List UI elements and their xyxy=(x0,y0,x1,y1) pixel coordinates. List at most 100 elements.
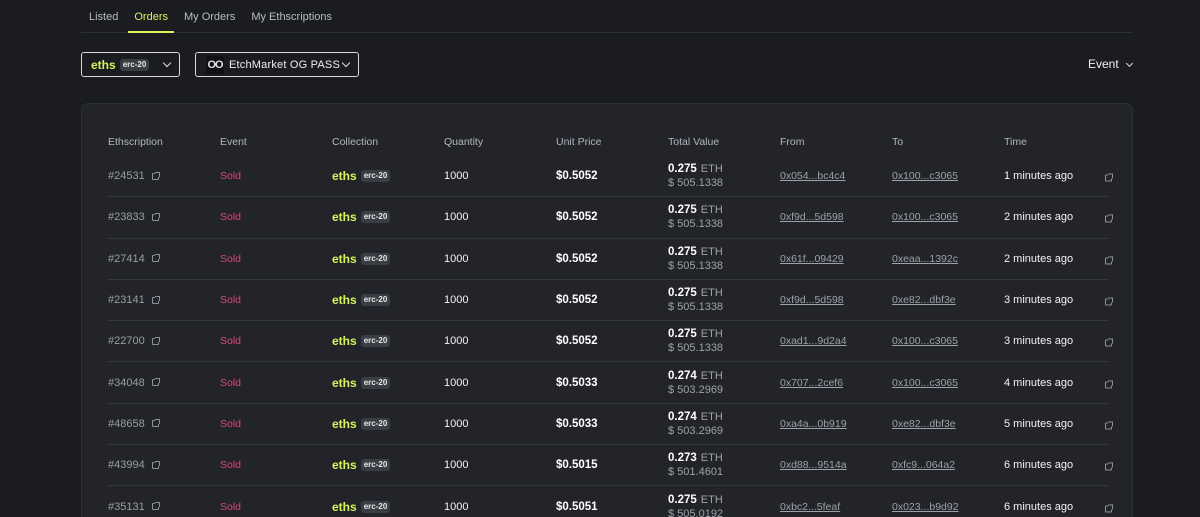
ethscription-id-link[interactable]: #27414 xyxy=(108,252,160,265)
to-address-link[interactable]: 0x100...c3065 xyxy=(892,335,958,348)
from-address-link[interactable]: 0xad1...9d2a4 xyxy=(780,335,847,348)
external-link-icon[interactable] xyxy=(1105,338,1113,347)
header-total-value: Total Value xyxy=(668,136,720,148)
unit-price: $0.5051 xyxy=(556,500,598,513)
table-row: #48658 Sold eths erc-20 1000 $0.5033 0.2… xyxy=(108,404,1113,446)
time-ago: 6 minutes ago xyxy=(1004,500,1074,513)
unit-price: $0.5052 xyxy=(556,170,598,183)
from-address-link[interactable]: 0xbc2...5feaf xyxy=(780,500,841,513)
ethscription-id-link[interactable]: #22700 xyxy=(108,335,160,348)
external-link-icon[interactable] xyxy=(1105,504,1113,513)
from-address-link[interactable]: 0x054...bc4c4 xyxy=(780,170,846,183)
ethscription-id: #23141 xyxy=(108,294,145,307)
collection-filter-name: EtchMarket OG PASS xyxy=(229,58,340,71)
collection-cell: eths erc-20 xyxy=(332,376,391,390)
to-address-link[interactable]: 0x100...c3065 xyxy=(892,170,958,183)
external-link-icon[interactable] xyxy=(151,336,160,345)
external-link-icon[interactable] xyxy=(151,460,160,469)
ethscription-id-link[interactable]: #35131 xyxy=(108,500,160,513)
external-link-icon[interactable] xyxy=(1105,214,1113,223)
ethscription-id: #35131 xyxy=(108,500,145,513)
header-ethscription: Ethscription xyxy=(108,136,163,148)
token-filter-dropdown[interactable]: eths erc-20 xyxy=(81,52,180,77)
total-value: 0.275 ETH $ 505.1338 xyxy=(668,203,723,231)
table-body: #24531 Sold eths erc-20 1000 $0.5052 0.2… xyxy=(108,156,1113,517)
total-value: 0.275 ETH $ 505.1338 xyxy=(668,245,723,273)
ethscription-id-link[interactable]: #43994 xyxy=(108,459,160,472)
from-address-link[interactable]: 0xf9d...5d598 xyxy=(780,211,844,224)
external-link-icon[interactable] xyxy=(151,419,160,428)
unit-price: $0.5015 xyxy=(556,459,598,472)
external-link-icon[interactable] xyxy=(1105,421,1113,430)
table-row: #43994 Sold eths erc-20 1000 $0.5015 0.2… xyxy=(108,445,1113,487)
ethscription-id-link[interactable]: #23141 xyxy=(108,294,160,307)
header-from: From xyxy=(780,136,805,148)
total-eth: 0.275 xyxy=(668,328,697,341)
external-link-icon[interactable] xyxy=(1105,256,1113,265)
to-address-link[interactable]: 0xe82...dbf3e xyxy=(892,294,956,307)
orders-table-panel: Ethscription Event Collection Quantity U… xyxy=(81,103,1133,517)
from-address-link[interactable]: 0xf9d...5d598 xyxy=(780,294,844,307)
total-unit: ETH xyxy=(700,204,723,217)
table-header: Ethscription Event Collection Quantity U… xyxy=(108,136,1108,150)
event-filter-dropdown[interactable]: Event xyxy=(1088,57,1133,71)
header-to: To xyxy=(892,136,904,148)
tab-bar: Listed Orders My Orders My Ethscriptions xyxy=(81,0,1132,33)
collection-name: eths xyxy=(332,458,357,473)
from-address-link[interactable]: 0xa4a...0b919 xyxy=(780,417,847,430)
header-event: Event xyxy=(220,136,247,148)
external-link-icon[interactable] xyxy=(1105,297,1113,306)
ethscription-id: #27414 xyxy=(108,252,145,265)
ethscription-id: #22700 xyxy=(108,335,145,348)
ethscription-id-link[interactable]: #48658 xyxy=(108,418,160,430)
ethscription-id-link[interactable]: #34048 xyxy=(108,377,160,389)
time-ago: 1 minutes ago xyxy=(1004,170,1074,183)
collection-name: eths xyxy=(332,210,357,225)
from-address-link[interactable]: 0xd88...9514a xyxy=(780,459,847,472)
collection-badge: erc-20 xyxy=(360,294,391,307)
tab-my-orders[interactable]: My Orders xyxy=(183,11,236,23)
table-row: #24531 Sold eths erc-20 1000 $0.5052 0.2… xyxy=(108,156,1113,198)
time-ago: 2 minutes ago xyxy=(1004,211,1074,224)
tab-orders[interactable]: Orders xyxy=(126,11,176,33)
total-eth: 0.275 xyxy=(668,287,697,300)
to-address-link[interactable]: 0xfc9...064a2 xyxy=(892,459,956,472)
quantity: 1000 xyxy=(444,500,469,513)
event-status: Sold xyxy=(220,376,242,389)
event-status: Sold xyxy=(220,335,242,348)
total-eth: 0.275 xyxy=(668,245,697,258)
token-filter-name: eths xyxy=(91,57,116,72)
total-eth: 0.274 xyxy=(668,410,697,423)
collection-badge: erc-20 xyxy=(360,500,391,513)
header-quantity: Quantity xyxy=(444,136,484,148)
external-link-icon[interactable] xyxy=(1105,462,1113,471)
tab-listed[interactable]: Listed xyxy=(89,11,119,23)
to-address-link[interactable]: 0x100...c3065 xyxy=(892,376,958,389)
external-link-icon[interactable] xyxy=(1105,380,1113,389)
total-usd: $ 505.0192 xyxy=(668,507,724,517)
to-address-link[interactable]: 0xe82...dbf3e xyxy=(892,417,956,430)
ethscription-id-link[interactable]: #24531 xyxy=(108,170,160,182)
external-link-icon[interactable] xyxy=(151,254,160,263)
from-address-link[interactable]: 0x61f...09429 xyxy=(780,252,844,265)
external-link-icon[interactable] xyxy=(151,502,160,511)
ethscription-id-link[interactable]: #23833 xyxy=(108,211,160,223)
from-address-link[interactable]: 0x707...2cef6 xyxy=(780,376,844,389)
external-link-icon[interactable] xyxy=(151,378,160,387)
external-link-icon[interactable] xyxy=(1105,173,1113,182)
to-address-link[interactable]: 0xeaa...1392c xyxy=(892,252,958,265)
tab-my-ethscriptions[interactable]: My Ethscriptions xyxy=(251,11,333,23)
external-link-icon[interactable] xyxy=(151,171,160,180)
external-link-icon[interactable] xyxy=(151,212,160,221)
collection-name: eths xyxy=(332,416,357,431)
total-usd: $ 503.2969 xyxy=(668,383,724,396)
total-value: 0.273 ETH $ 501.4601 xyxy=(668,451,723,479)
collection-cell: eths erc-20 xyxy=(332,416,391,431)
to-address-link[interactable]: 0x100...c3065 xyxy=(892,211,958,224)
external-link-icon[interactable] xyxy=(151,295,160,304)
unit-price: $0.5033 xyxy=(556,417,598,430)
ethscription-id: #43994 xyxy=(108,459,145,472)
to-address-link[interactable]: 0x023...b9d92 xyxy=(892,500,959,513)
collection-filter-dropdown[interactable]: OO EtchMarket OG PASS xyxy=(195,52,359,77)
time-ago: 2 minutes ago xyxy=(1004,252,1074,265)
